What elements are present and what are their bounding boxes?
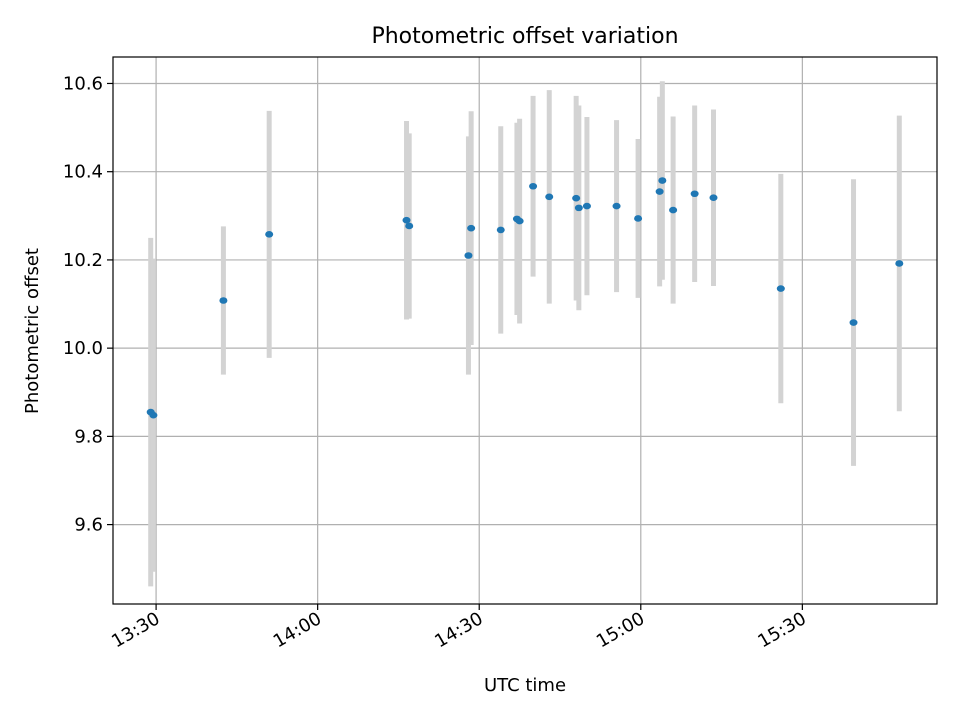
data-point [265,231,274,238]
y-tick-label: 10.4 [63,162,103,183]
data-point [402,216,411,224]
data-point [709,194,718,202]
data-point [655,188,664,195]
data-point [849,319,858,326]
x-tick-label: 13:30 [108,608,163,652]
data-point [612,202,621,210]
y-tick-label: 10.2 [63,250,103,271]
y-tick-label: 9.8 [74,426,103,447]
x-tick-label: 14:30 [431,608,486,652]
x-axis-label: UTC time [484,675,566,696]
data-point [658,177,667,184]
data-point [572,194,581,202]
data-point [690,190,699,198]
errorbars [148,81,902,587]
data-point [464,252,473,259]
y-tick-label: 9.6 [74,515,103,536]
data-point [895,260,904,267]
data-point [634,215,643,222]
data-point [405,222,414,230]
data-point [496,226,505,234]
x-tick-label: 15:30 [754,608,809,652]
y-tick-label: 10.6 [63,73,103,94]
data-points [146,177,904,419]
data-point [529,182,538,190]
y-axis-label: Photometric offset [22,248,43,414]
data-point [467,224,476,232]
chart-title: Photometric offset variation [371,24,678,49]
x-tick-label: 14:00 [270,608,325,652]
data-point [515,217,524,225]
data-point [219,297,228,304]
plot-frame [112,56,938,605]
y-tick-label: 10.0 [63,338,103,359]
data-point [149,411,158,419]
grid [113,57,937,604]
y-axis: 9.6 9.8 10.0 10.2 10.4 10.6 [63,73,113,536]
data-point [582,202,591,210]
x-axis: 13:30 14:00 14:30 15:00 15:30 [108,604,810,652]
x-tick-label: 15:00 [593,608,648,652]
data-point [545,193,554,201]
data-point [669,206,678,214]
data-point [776,285,785,292]
data-point [574,204,583,212]
